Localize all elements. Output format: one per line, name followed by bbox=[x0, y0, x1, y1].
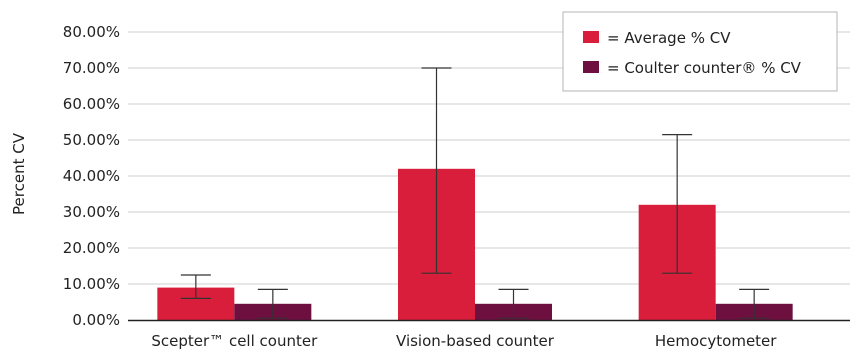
x-category-label: Hemocytometer bbox=[655, 332, 777, 350]
x-category-label: Vision-based counter bbox=[396, 332, 555, 350]
bars bbox=[157, 168, 793, 320]
y-tick-label: 30.00% bbox=[63, 203, 120, 221]
category-labels: Scepter™ cell counter Vision-based counte… bbox=[151, 332, 777, 350]
y-tick-label: 80.00% bbox=[63, 23, 120, 41]
y-tick-label: 10.00% bbox=[63, 275, 120, 293]
legend: = Average % CV = Coulter counter® % CV bbox=[562, 11, 838, 92]
y-tick-label: 40.00% bbox=[63, 167, 120, 185]
y-axis-title: Percent CV bbox=[10, 132, 28, 215]
legend-box bbox=[562, 11, 838, 92]
y-tick-label: 20.00% bbox=[63, 239, 120, 257]
x-category-label: Scepter™ cell counter bbox=[151, 332, 318, 350]
y-axis-ticks: 0.00% 10.00% 20.00% 30.00% 40.00% 50.00% 60.00… bbox=[63, 23, 120, 329]
legend-swatch bbox=[583, 31, 599, 43]
y-tick-label: 70.00% bbox=[63, 59, 120, 77]
y-tick-label: 50.00% bbox=[63, 131, 120, 149]
y-tick-label: 60.00% bbox=[63, 95, 120, 113]
y-tick-label: 0.00% bbox=[72, 311, 120, 329]
legend-label: = Coulter counter® % CV bbox=[607, 59, 802, 77]
legend-label: = Average % CV bbox=[607, 29, 731, 47]
error-bars bbox=[180, 67, 770, 319]
grid-lines bbox=[128, 31, 850, 285]
legend-swatch bbox=[583, 61, 599, 73]
